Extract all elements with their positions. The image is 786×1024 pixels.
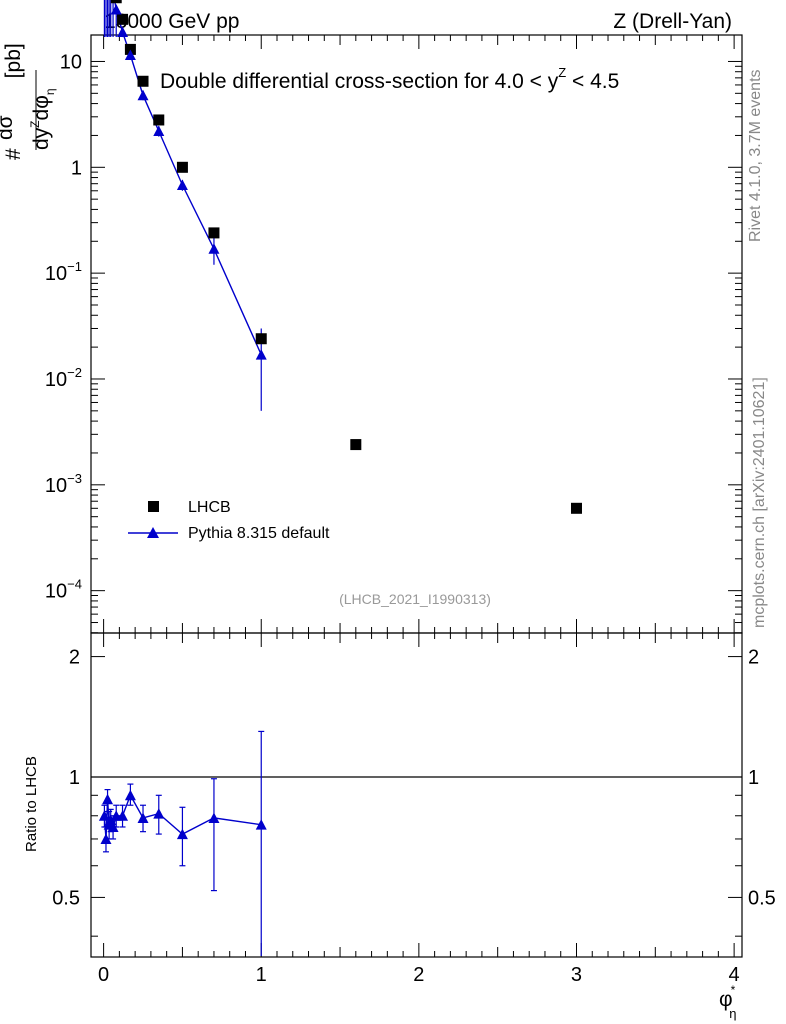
main-ytick-label: 1	[71, 157, 82, 179]
ylabel-numerator: dσ*	[0, 110, 17, 140]
ratio-point	[124, 789, 136, 801]
ratio-xtick-label: 4	[729, 964, 740, 986]
main-axes-box	[90, 34, 743, 634]
title-sup: Z	[558, 65, 566, 80]
ylabel-numer: dσ	[0, 115, 17, 140]
legend-lhcb-label: LHCB	[188, 499, 231, 516]
main-ytick-label: 10−2	[45, 365, 82, 391]
ratio-xtick-label: 0	[98, 964, 109, 986]
lhcb-point	[176, 161, 188, 173]
legend: LHCB Pythia 8.315 default	[128, 499, 330, 542]
legend-pythia-marker	[147, 527, 159, 538]
ratio-xtick-label: 2	[413, 964, 424, 986]
ratio-ytick-label-right: 0.5	[748, 887, 776, 909]
ylabel-denom-sub: η	[43, 88, 57, 95]
pythia-point	[153, 125, 165, 137]
ylabel-unit: [pb]	[2, 43, 25, 78]
header-left-label: 13000 GeV pp	[104, 10, 239, 33]
xlabel-sub: η	[729, 1006, 736, 1021]
ratio-axes-box	[90, 632, 743, 958]
xlabel: φ* η	[719, 983, 737, 1021]
ratio-ytick-label-left: 1	[69, 767, 80, 789]
pythia-point	[117, 26, 129, 37]
pythia-point	[208, 243, 220, 254]
rivet-label: Rivet 4.1.0, 3.7M events	[747, 69, 764, 242]
pythia-point	[124, 49, 136, 61]
main-series-layer	[103, 0, 582, 514]
main-ylabel: # [pb]	[2, 43, 25, 160]
legend-pythia-label: Pythia 8.315 default	[188, 525, 330, 542]
ratio-ytick-label-right: 1	[748, 767, 759, 789]
ratio-panel-frame: 0 1 2 3 4 0.5 0.5 1 1 2 2	[52, 632, 776, 986]
ratio-xtick-label: 1	[256, 964, 267, 986]
ratio-point	[208, 812, 220, 823]
ratio-point	[107, 821, 119, 832]
lhcb-point	[117, 13, 129, 25]
lhcb-point	[570, 502, 582, 514]
main-title: Double differential cross-section for 4.…	[160, 65, 619, 93]
lhcb-point	[208, 227, 220, 239]
ratio-ytick-label-right: 2	[748, 647, 759, 669]
ratio-point	[255, 819, 267, 830]
legend-lhcb-marker	[148, 501, 159, 512]
xlabel-main: φ	[719, 988, 733, 1011]
analysis-id: (LHCB_2021_I1990313)	[339, 591, 491, 607]
ratio-point	[137, 812, 149, 823]
ratio-point	[117, 810, 129, 821]
main-ytick-label: 10−1	[45, 259, 82, 285]
pythia-point	[110, 3, 122, 15]
ratio-xtick-label: 3	[571, 964, 582, 986]
lhcb-point	[255, 333, 267, 345]
main-ytick-label: 10−4	[45, 577, 82, 603]
ylabel-numer-sup: *	[0, 110, 7, 115]
ratio-point	[176, 828, 188, 840]
header-right-label: Z (Drell-Yan)	[613, 10, 732, 33]
ratio-series-layer	[98, 730, 267, 956]
lhcb-point	[350, 439, 362, 451]
title-pre: Double differential cross-section for 4.…	[160, 70, 548, 93]
title-var: y	[548, 70, 559, 93]
main-panel-frame: 10−410−310−210−1110102103	[45, 34, 743, 634]
ylabel-denom-mid: dφ	[30, 95, 53, 120]
source-label: mcplots.cern.ch [arXiv:2401.10621]	[751, 377, 768, 628]
xlabel-sup: *	[731, 983, 736, 997]
main-ytick-label: 10	[60, 51, 82, 73]
ylabel-denom-sup: Z	[28, 120, 42, 127]
ylabel-hash: #	[2, 148, 25, 160]
ratio-point	[102, 793, 114, 805]
lhcb-point	[153, 114, 165, 126]
lhcb-point	[110, 0, 122, 4]
main-ytick-label: 10−3	[45, 471, 82, 497]
pythia-point	[176, 179, 188, 191]
ratio-ylabel: Ratio to LHCB	[23, 756, 40, 852]
ratio-point	[153, 808, 165, 819]
ratio-point	[98, 810, 110, 821]
lhcb-point	[137, 75, 149, 87]
ratio-ytick-label-left: 2	[69, 647, 80, 669]
pythia-point	[255, 349, 267, 360]
ylabel-denom: dy	[30, 127, 53, 150]
title-post: < 4.5	[566, 70, 619, 93]
ratio-ytick-label-left: 0.5	[52, 887, 80, 909]
ratio-point	[100, 833, 112, 844]
lhcb-point	[124, 43, 136, 55]
pythia-point	[137, 89, 149, 101]
ylabel-denominator: dyZdφη	[28, 88, 57, 150]
